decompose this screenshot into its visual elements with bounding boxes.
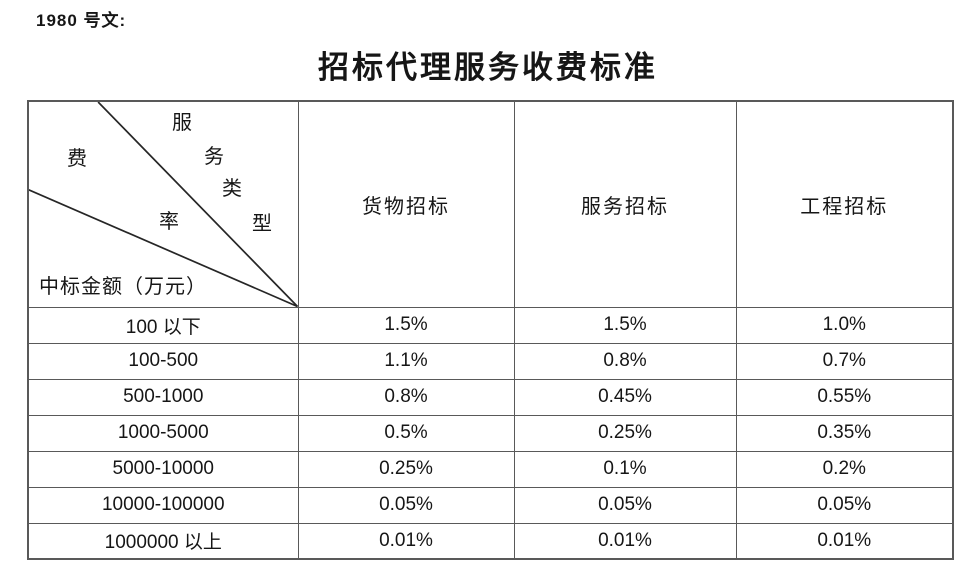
row-range: 1000000 以上 (27, 522, 299, 560)
corner-type-char: 型 (252, 213, 272, 235)
fee-table: 费 率 服 务 类 型 中标金额（万元） 货物招标 服务招标 工程招标 100 … (27, 100, 954, 560)
table-row: 1000-5000 0.5% 0.25% 0.35% (27, 414, 954, 452)
fee-value: 0.05% (297, 486, 515, 524)
corner-type-char: 类 (222, 178, 242, 200)
table-header-row: 费 率 服 务 类 型 中标金额（万元） 货物招标 服务招标 工程招标 (27, 100, 954, 308)
corner-rate-char: 费 (67, 148, 87, 170)
fee-value: 0.25% (297, 450, 515, 488)
table-row: 100 以下 1.5% 1.5% 1.0% (27, 306, 954, 344)
row-range: 5000-10000 (27, 450, 299, 488)
corner-amount-label: 中标金额（万元） (39, 276, 207, 298)
page-title: 招标代理服务收费标准 (318, 50, 658, 85)
row-range: 1000-5000 (27, 414, 299, 452)
diagonal-divider-lines (29, 102, 297, 306)
fee-value: 1.1% (297, 342, 515, 380)
fee-value: 0.35% (735, 414, 954, 452)
row-range: 100-500 (27, 342, 299, 380)
fee-value: 0.8% (297, 378, 515, 416)
fee-value: 0.5% (297, 414, 515, 452)
fee-value: 0.55% (735, 378, 954, 416)
fee-value: 0.25% (513, 414, 737, 452)
table-row: 500-1000 0.8% 0.45% 0.55% (27, 378, 954, 416)
fee-value: 1.0% (735, 306, 954, 344)
corner-type-char: 务 (204, 146, 224, 168)
fee-value: 0.45% (513, 378, 737, 416)
fee-value: 1.5% (513, 306, 737, 344)
corner-header-cell: 费 率 服 务 类 型 中标金额（万元） (27, 100, 299, 308)
row-range: 100 以下 (27, 306, 299, 344)
fee-value: 0.2% (735, 450, 954, 488)
table-row: 1000000 以上 0.01% 0.01% 0.01% (27, 522, 954, 560)
table-row: 100-500 1.1% 0.8% 0.7% (27, 342, 954, 380)
fee-value: 0.01% (297, 522, 515, 560)
corner-rate-char: 率 (159, 211, 179, 233)
table-row: 5000-10000 0.25% 0.1% 0.2% (27, 450, 954, 488)
document-number: 1980 号文: (36, 11, 127, 30)
column-header-services: 服务招标 (513, 100, 737, 308)
fee-value: 0.8% (513, 342, 737, 380)
fee-value: 0.7% (735, 342, 954, 380)
fee-value: 0.1% (513, 450, 737, 488)
table-row: 10000-100000 0.05% 0.05% 0.05% (27, 486, 954, 524)
column-header-works: 工程招标 (735, 100, 954, 308)
fee-value: 1.5% (297, 306, 515, 344)
column-header-goods: 货物招标 (297, 100, 515, 308)
corner-type-char: 服 (172, 112, 192, 134)
fee-value: 0.05% (513, 486, 737, 524)
fee-value: 0.01% (735, 522, 954, 560)
row-range: 500-1000 (27, 378, 299, 416)
fee-value: 0.05% (735, 486, 954, 524)
fee-value: 0.01% (513, 522, 737, 560)
row-range: 10000-100000 (27, 486, 299, 524)
